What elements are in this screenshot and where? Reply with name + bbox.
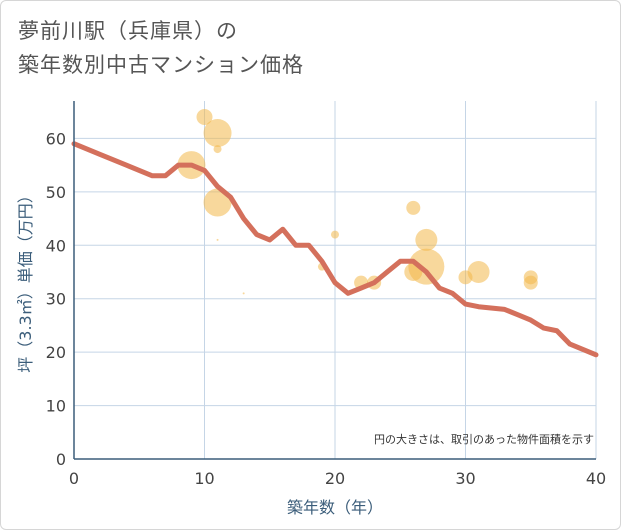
title-line-2: 築年数別中古マンション価格 [18, 53, 304, 77]
data-bubble [331, 230, 339, 239]
y-axis-label: 坪（3.3㎡）単価（万円） [16, 187, 35, 372]
data-bubble [203, 119, 232, 148]
y-tick-label: 60 [46, 129, 66, 148]
y-tick-label: 50 [46, 183, 66, 202]
trend-layer [71, 141, 599, 358]
data-bubble [203, 188, 232, 217]
data-bubble [213, 145, 222, 154]
y-tick-label: 0 [56, 450, 66, 469]
data-bubble [523, 275, 538, 290]
chart-title: 夢前川駅（兵庫県）の 築年数別中古マンション価格 [18, 14, 304, 82]
x-tick-label: 30 [455, 469, 475, 488]
size-note: 円の大きさは、取引のあった物件面積を示す [374, 432, 594, 446]
data-bubble [467, 260, 490, 283]
x-tick-label: 0 [69, 469, 79, 488]
title-line-1: 夢前川駅（兵庫県）の [18, 19, 238, 43]
data-bubble [242, 292, 245, 295]
axes-layer: 0 10 20 30 40 50 60 0 10 20 30 40 [46, 101, 606, 488]
data-bubble [196, 109, 213, 126]
data-bubble [216, 238, 219, 241]
y-tick-label: 40 [46, 236, 66, 255]
trend-line [71, 141, 599, 358]
x-axis-label: 築年数（年） [287, 498, 383, 517]
y-tick-label: 10 [46, 397, 66, 416]
data-bubble [408, 248, 445, 285]
data-bubble [415, 228, 438, 251]
y-tick-label: 30 [46, 290, 66, 309]
x-tick-label: 10 [194, 469, 214, 488]
data-bubble [406, 200, 421, 215]
x-tick-label: 20 [325, 469, 345, 488]
x-tick-label: 40 [586, 469, 606, 488]
y-tick-label: 20 [46, 343, 66, 362]
